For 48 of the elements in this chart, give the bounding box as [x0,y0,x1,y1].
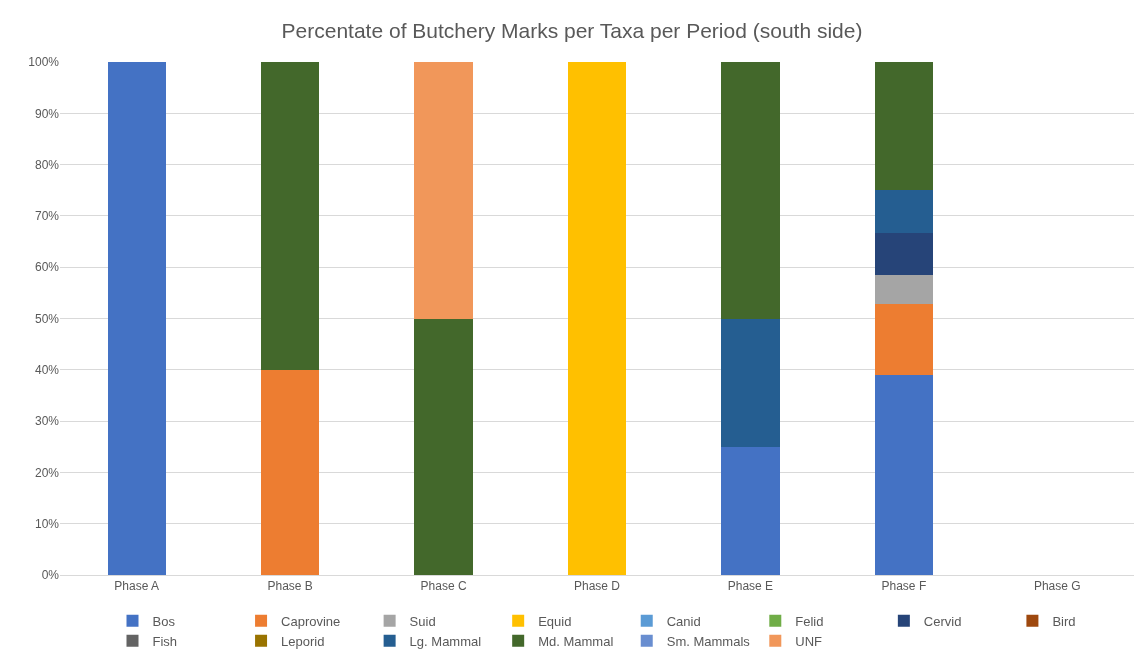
bar [567,62,627,575]
legend-label: Fish [152,633,178,649]
bar [874,375,934,575]
legend-label: Cervid [923,613,962,629]
legend-label: Suid [409,613,436,629]
legend-label: Canid [666,613,701,629]
chart-title: Percentate of Butchery Marks per Taxa per Period (south side) [281,19,863,43]
legend-label: Sm. Mammals [666,633,751,649]
legend-label: Equid [538,613,572,629]
y-tick-label: 80% [34,157,60,172]
y-tick-label: 90% [34,106,60,121]
bar [874,275,934,305]
legend-label: UNF [795,633,823,649]
bar [721,62,780,319]
y-tick-label: 20% [34,465,60,480]
bar [874,190,934,233]
y-tick-label: 60% [34,260,60,275]
legend-label: Bird [1052,613,1076,629]
legend-label: Caprovine [281,613,341,629]
legend-label: Leporid [281,633,325,649]
x-tick-label: Phase F [881,579,927,594]
bar [107,62,166,575]
bar [260,369,320,575]
bar [874,304,934,376]
bar [260,62,320,370]
x-tick-label: Phase D [573,579,621,594]
bar [874,232,934,276]
x-tick-label: Phase A [114,579,160,594]
legend-label: Bos [152,613,176,629]
bar [721,446,780,575]
y-tick-label: 0% [41,568,60,583]
y-tick-label: 30% [34,414,60,429]
bar [414,62,473,319]
legend-label: Lg. Mammal [409,633,482,649]
y-tick-label: 40% [34,363,60,377]
y-tick-label: 100% [28,55,60,70]
x-tick-label: Phase C [420,579,467,594]
x-tick-label: Phase G [1033,579,1081,594]
legend-label: Felid [795,613,824,629]
bar [414,318,473,575]
y-tick-label: 70% [34,209,60,224]
legend-label: Md. Mammal [538,633,614,649]
y-tick-label: 10% [34,516,60,531]
bar [721,318,780,447]
x-tick-label: Phase E [727,579,774,594]
x-tick-label: Phase B [267,579,313,594]
y-tick-label: 50% [34,311,60,326]
bar [874,62,934,191]
